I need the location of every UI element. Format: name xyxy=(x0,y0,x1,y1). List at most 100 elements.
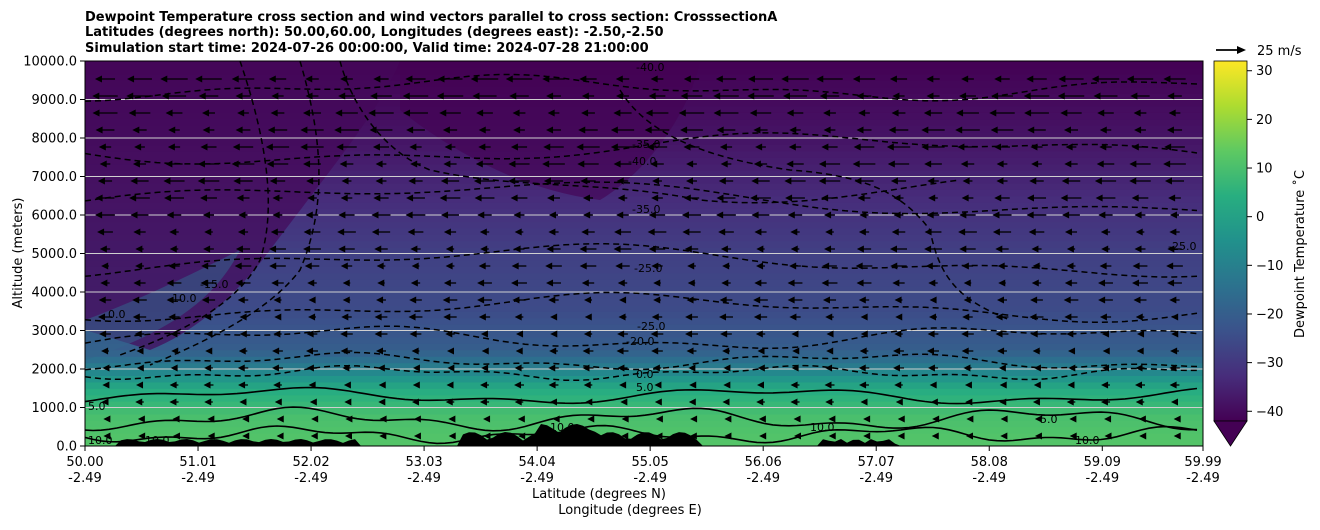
wind-vector-head xyxy=(514,313,522,321)
wind-vector-head xyxy=(1064,313,1072,321)
wind-vector-head xyxy=(197,160,205,168)
field-band xyxy=(85,259,1203,267)
wind-vector-head xyxy=(1067,381,1075,389)
wind-vector-head xyxy=(1099,126,1107,134)
y-tick-label: 2000.0 xyxy=(32,363,78,378)
wind-vector-head xyxy=(826,347,834,355)
field-band xyxy=(85,349,1203,357)
wind-vector-head xyxy=(1069,432,1077,440)
wind-vector-head xyxy=(1135,313,1143,321)
wind-vector-head xyxy=(852,75,860,83)
wind-vector-head xyxy=(135,245,143,253)
wind-vector-head xyxy=(822,262,830,270)
wind-vector-head xyxy=(1132,279,1140,287)
wind-vector-head xyxy=(619,296,627,304)
wind-vector-head xyxy=(513,245,521,253)
wind-vector-head xyxy=(928,194,936,202)
terrain xyxy=(85,424,1203,446)
wind-vector-head xyxy=(411,347,419,355)
wind-vector-head xyxy=(929,313,937,321)
wind-vector-head xyxy=(615,75,623,83)
wind-vector-head xyxy=(479,228,487,236)
wind-vector-head xyxy=(653,296,661,304)
wind-vector-head xyxy=(927,177,935,185)
wind-vector-head xyxy=(272,194,280,202)
wind-vector-head xyxy=(758,415,766,423)
wind-vector-head xyxy=(242,432,250,440)
field-band xyxy=(85,208,1203,216)
wind-vector-head xyxy=(410,160,418,168)
wind-vector-head xyxy=(1064,228,1072,236)
wind-vector-head xyxy=(718,177,726,185)
wind-vector-head xyxy=(718,228,726,236)
wind-vector-head xyxy=(724,432,732,440)
wind-vector-head xyxy=(163,177,171,185)
wind-vector-head xyxy=(610,143,618,151)
wind-vector-head xyxy=(205,330,213,338)
wind-vector-head xyxy=(957,143,965,151)
wind-vector-head xyxy=(238,381,246,389)
wind-vector-head xyxy=(724,415,732,423)
wind-vector-head xyxy=(715,75,723,83)
wind-vector-head xyxy=(1029,177,1037,185)
wind-vector-head xyxy=(579,75,587,83)
wind-vector-head xyxy=(239,313,247,321)
wind-vector-head xyxy=(1171,313,1179,321)
wind-vector-head xyxy=(890,177,898,185)
wind-vector-head xyxy=(265,143,273,151)
wind-vector-head xyxy=(1023,92,1031,100)
wind-vector-head xyxy=(793,432,801,440)
wind-vector-head xyxy=(1031,279,1039,287)
wind-vector-head xyxy=(617,279,625,287)
field-band xyxy=(85,247,1203,255)
wind-vector-head xyxy=(310,432,318,440)
wind-vector-head xyxy=(1101,330,1109,338)
wind-vector-head xyxy=(891,109,899,117)
wind-vector-head xyxy=(204,398,212,406)
wind-vector-head xyxy=(341,313,349,321)
wind-vector-head xyxy=(757,347,765,355)
wind-vector-head xyxy=(583,211,591,219)
wind-vector-head xyxy=(170,330,178,338)
wind-vector-head xyxy=(1096,160,1104,168)
wind-vector-head xyxy=(165,160,173,168)
contour-label: 10.0 xyxy=(145,434,170,447)
wind-vector-head xyxy=(1066,398,1074,406)
wind-vector-head xyxy=(92,92,100,100)
wind-vector-head xyxy=(337,228,345,236)
wind-vector-head xyxy=(887,160,895,168)
wind-vector-head xyxy=(375,160,383,168)
wind-vector-head xyxy=(133,228,141,236)
wind-vector-head xyxy=(583,330,591,338)
wind-vector-head xyxy=(788,143,796,151)
chart-title-line-1: Dewpoint Temperature cross section and w… xyxy=(85,10,777,25)
wind-vector-head xyxy=(825,398,833,406)
wind-vector-head xyxy=(816,75,824,83)
wind-vector-head xyxy=(474,194,482,202)
wind-vector-head xyxy=(340,75,348,83)
wind-vector-head xyxy=(1173,432,1181,440)
wind-vector-head xyxy=(823,109,831,117)
wind-vector-head xyxy=(749,109,757,117)
wind-vector-head xyxy=(651,194,659,202)
wind-vector-head xyxy=(578,126,586,134)
wind-vector-head xyxy=(678,109,686,117)
wind-vector-head xyxy=(164,194,172,202)
wind-vector-head xyxy=(132,296,140,304)
colorbar: 30 20 10 0 −10 −20 −30 −40 Dewpoint Temperature… xyxy=(1213,60,1308,447)
wind-vector-head xyxy=(655,432,663,440)
wind-vector-head xyxy=(342,279,350,287)
wind-vector-head xyxy=(995,313,1003,321)
wind-vector-head xyxy=(854,177,862,185)
x-tick-label-lat: 57.07 xyxy=(858,455,895,470)
wind-vector-head xyxy=(307,194,315,202)
wind-vector-head xyxy=(1169,211,1177,219)
wind-vector-head xyxy=(237,364,245,372)
x-tick-label-lat: 58.08 xyxy=(971,455,1008,470)
wind-vector-head xyxy=(648,92,656,100)
plot-area xyxy=(85,61,1203,446)
wind-vector-head xyxy=(1026,194,1034,202)
wind-vector-head xyxy=(713,109,721,117)
wind-vector-head xyxy=(130,177,138,185)
